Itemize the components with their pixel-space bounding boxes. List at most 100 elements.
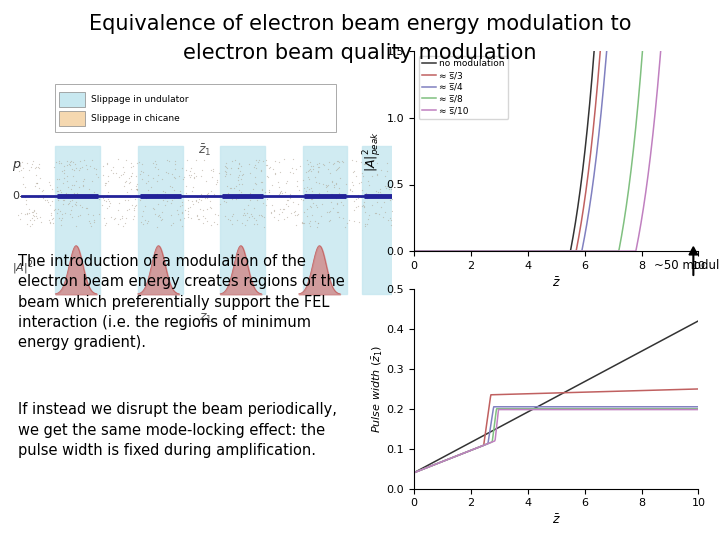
Point [211, 220, 222, 229]
Point [87, 191, 99, 199]
Point [44, 201, 55, 210]
≈ s̅/4 [410, 248, 418, 254]
Point [65, 158, 76, 166]
Point [310, 201, 321, 210]
Point [197, 205, 209, 214]
Point [205, 204, 217, 213]
Point [154, 213, 166, 222]
Point [53, 186, 64, 195]
Point [356, 158, 367, 166]
Line: ≈ s̅/3: ≈ s̅/3 [414, 45, 698, 251]
Point [163, 157, 175, 166]
Point [117, 163, 129, 171]
Point [150, 156, 161, 165]
Point [181, 189, 192, 198]
Point [333, 164, 344, 172]
Point [241, 208, 253, 217]
Point [303, 184, 315, 193]
Point [341, 219, 353, 228]
Point [78, 175, 90, 184]
Point [237, 211, 248, 220]
Point [272, 178, 284, 187]
Point [382, 167, 393, 176]
Point [98, 171, 109, 180]
Point [102, 187, 114, 196]
Point [359, 203, 370, 212]
Point [264, 163, 276, 171]
no modulation [694, 42, 703, 48]
Point [156, 175, 168, 184]
Point [359, 159, 371, 168]
Point [99, 181, 111, 190]
Point [30, 212, 42, 221]
Point [97, 194, 109, 203]
Point [256, 211, 267, 220]
Point [359, 202, 370, 211]
Point [226, 194, 238, 203]
Point [181, 156, 192, 164]
Point [227, 212, 238, 221]
≈ s̅/3 [410, 248, 418, 254]
Bar [302, 146, 348, 294]
Point [176, 164, 188, 172]
Point [204, 166, 216, 174]
Point [332, 157, 343, 165]
Point [195, 172, 207, 180]
Point [152, 212, 163, 220]
Point [133, 193, 145, 201]
Point [24, 166, 35, 175]
Point [78, 181, 89, 190]
Point [71, 198, 82, 206]
Point [366, 201, 378, 210]
Point [348, 167, 359, 176]
Point [102, 191, 113, 199]
Point [137, 206, 148, 215]
Point [305, 217, 316, 225]
Point [220, 170, 232, 179]
Point [54, 174, 66, 183]
Point [340, 222, 351, 231]
Point [333, 163, 345, 171]
Point [287, 198, 299, 207]
Point [48, 219, 59, 228]
Point [110, 169, 122, 178]
Point [317, 159, 328, 168]
Point [68, 172, 79, 180]
Point [37, 190, 48, 199]
Point [64, 161, 76, 170]
Point [363, 191, 374, 200]
Point [373, 210, 384, 218]
Point [233, 164, 244, 172]
Point [315, 212, 326, 220]
Point [270, 170, 282, 179]
Point [75, 191, 86, 200]
Point [303, 175, 315, 184]
Point [187, 199, 199, 208]
Point [161, 156, 173, 164]
Point [152, 171, 163, 180]
Point [238, 204, 250, 213]
≈ s̅/10 [410, 248, 418, 254]
Point [30, 179, 42, 188]
Text: $\bar{z}_1$: $\bar{z}_1$ [199, 143, 212, 158]
Point [133, 158, 145, 166]
Point [211, 178, 222, 186]
Text: ~50 modules: ~50 modules [654, 259, 720, 272]
Legend: no modulation, ≈ s̅/3, ≈ s̅/4, ≈ s̅/8, ≈ s̅/10: no modulation, ≈ s̅/3, ≈ s̅/4, ≈ s̅/8, ≈… [418, 56, 508, 119]
Point [26, 208, 37, 217]
Point [192, 211, 203, 219]
Point [384, 214, 396, 222]
Point [73, 183, 85, 191]
Point [232, 164, 243, 172]
≈ s̅/8 [410, 248, 418, 254]
Point [107, 168, 119, 177]
Point [66, 212, 78, 221]
Point [257, 212, 269, 221]
Point [100, 179, 112, 187]
Point [363, 180, 374, 189]
Point [58, 196, 69, 205]
Point [204, 196, 216, 205]
Point [192, 198, 204, 206]
Point [14, 162, 26, 171]
Point [20, 195, 32, 204]
